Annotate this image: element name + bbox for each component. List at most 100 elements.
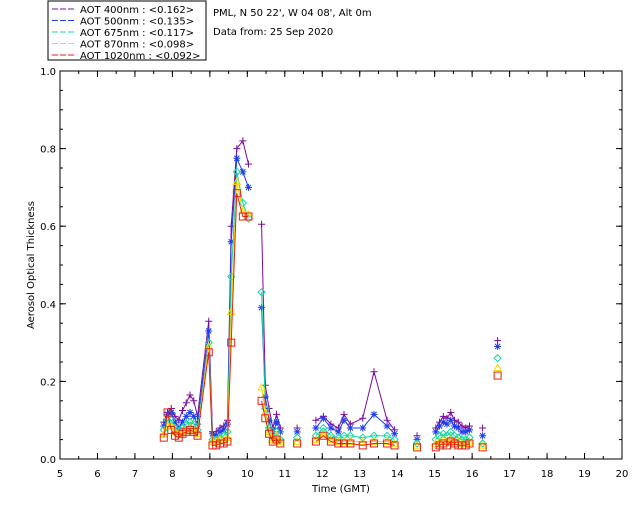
data-point xyxy=(182,412,190,420)
data-point xyxy=(167,415,176,425)
marker-shape xyxy=(358,441,367,450)
x-tick-label: 10 xyxy=(241,469,254,480)
marker-shape xyxy=(273,418,281,426)
marker-shape xyxy=(327,424,335,432)
marker-shape xyxy=(265,429,274,438)
x-tick-label: 6 xyxy=(94,469,100,480)
date-info: Data from: 25 Sep 2020 xyxy=(213,27,333,38)
marker-shape xyxy=(319,423,328,433)
data-point xyxy=(493,353,502,363)
x-tick-label: 7 xyxy=(132,469,138,480)
marker-shape xyxy=(478,440,487,449)
marker-shape xyxy=(273,410,281,418)
marker-shape xyxy=(346,424,354,432)
data-point xyxy=(264,427,274,436)
marker-shape xyxy=(312,416,320,424)
data-point xyxy=(205,317,213,325)
marker-shape xyxy=(412,440,422,449)
x-tick-label: 8 xyxy=(169,469,175,480)
data-point xyxy=(346,439,355,448)
site-info: PML, N 50 22', W 04 08', Alt 0m xyxy=(213,8,372,19)
data-point xyxy=(311,437,320,446)
marker-shape xyxy=(478,439,487,448)
marker-shape xyxy=(319,414,327,422)
y-tick-label: 0.6 xyxy=(40,222,56,233)
marker-shape xyxy=(216,428,224,436)
data-point xyxy=(292,437,302,445)
data-point xyxy=(311,435,321,443)
x-tick-label: 20 xyxy=(616,469,629,480)
marker-shape xyxy=(439,418,447,426)
data-point xyxy=(391,430,399,438)
data-point xyxy=(232,177,242,185)
data-point xyxy=(439,418,447,426)
marker-shape xyxy=(244,183,252,191)
data-point xyxy=(478,443,487,452)
data-point xyxy=(436,422,444,430)
marker-shape xyxy=(257,287,266,297)
x-tick-label: 13 xyxy=(353,469,366,480)
data-point xyxy=(265,429,274,438)
marker-shape xyxy=(258,304,266,312)
marker-shape xyxy=(454,424,462,432)
x-tick-label: 11 xyxy=(278,469,291,480)
data-point xyxy=(179,407,187,414)
marker-shape xyxy=(223,437,232,446)
legend-entry: AOT 400nm : <0.162> xyxy=(80,5,194,16)
data-point xyxy=(358,437,368,445)
data-point xyxy=(293,428,301,436)
legend-entry: AOT 675nm : <0.117> xyxy=(80,28,194,39)
marker-shape xyxy=(436,422,444,430)
data-point xyxy=(326,431,336,440)
marker-shape xyxy=(358,433,367,442)
data-point xyxy=(312,424,320,432)
data-point xyxy=(334,439,343,448)
data-point xyxy=(390,438,399,447)
marker-shape xyxy=(185,417,195,427)
marker-shape xyxy=(435,431,444,440)
marker-shape xyxy=(239,168,247,176)
data-point xyxy=(493,371,502,380)
marker-shape xyxy=(261,414,270,423)
marker-shape xyxy=(264,427,274,436)
marker-shape xyxy=(179,407,187,414)
marker-shape xyxy=(232,189,241,198)
x-axis-label: Time (GMT) xyxy=(311,484,370,495)
y-tick-label: 0.2 xyxy=(40,377,56,388)
data-point xyxy=(244,212,253,221)
data-point xyxy=(273,418,281,426)
data-point xyxy=(358,441,367,450)
marker-shape xyxy=(292,433,302,442)
x-tick-label: 19 xyxy=(578,469,591,480)
marker-shape xyxy=(478,443,487,452)
data-point xyxy=(390,441,399,450)
y-tick-label: 1.0 xyxy=(40,67,56,78)
data-point xyxy=(239,168,247,176)
data-point xyxy=(479,432,487,440)
data-point xyxy=(339,431,349,440)
data-point xyxy=(163,415,172,425)
marker-shape xyxy=(204,338,213,347)
legend-box xyxy=(47,0,207,61)
marker-shape xyxy=(383,422,391,430)
legend-entry: AOT 870nm : <0.098> xyxy=(80,40,194,51)
data-point xyxy=(258,304,266,312)
data-point xyxy=(244,160,252,168)
data-point xyxy=(369,431,379,440)
data-point xyxy=(462,428,470,436)
marker-shape xyxy=(334,428,342,436)
data-point xyxy=(276,439,285,448)
marker-shape xyxy=(382,431,392,440)
marker-shape xyxy=(443,420,451,428)
marker-shape xyxy=(451,422,459,430)
data-point xyxy=(493,363,502,372)
data-point xyxy=(244,183,252,191)
marker-shape xyxy=(382,437,392,445)
data-point xyxy=(190,412,198,420)
data-point xyxy=(186,391,194,399)
marker-shape xyxy=(358,437,368,445)
marker-shape xyxy=(311,437,320,446)
data-point xyxy=(171,418,179,426)
marker-shape xyxy=(458,428,466,436)
marker-shape xyxy=(391,430,399,438)
